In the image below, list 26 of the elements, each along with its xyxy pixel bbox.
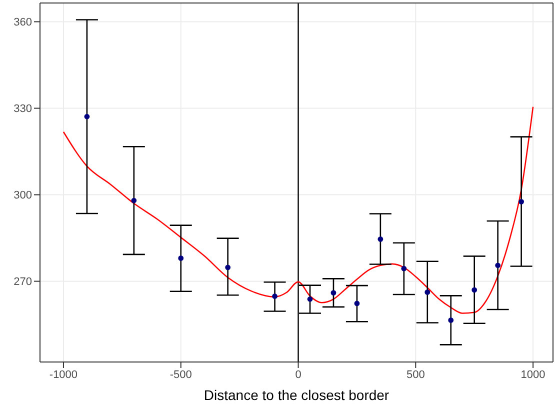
x-tick-label: 1000 <box>520 368 546 381</box>
y-tick-label: 300 <box>14 190 32 202</box>
point <box>178 255 184 261</box>
y-tick-label: 270 <box>14 276 32 288</box>
point <box>401 266 407 272</box>
line-series <box>62 106 534 314</box>
point <box>495 262 501 268</box>
point <box>448 317 454 323</box>
point <box>225 264 231 270</box>
y-tick-label: 360 <box>14 16 32 29</box>
point <box>424 290 430 295</box>
point <box>272 294 278 299</box>
point <box>84 114 90 120</box>
x-tick-label: 0 <box>295 368 302 381</box>
x-axis-title: Distance to the closest border <box>204 387 390 403</box>
point <box>131 198 137 204</box>
x-tick-label: -500 <box>170 368 192 381</box>
x-tick-label: -1000 <box>49 368 78 381</box>
point <box>330 290 336 296</box>
x-tick-label: 500 <box>406 368 425 381</box>
point <box>472 287 478 293</box>
point <box>307 296 313 302</box>
point <box>378 236 384 242</box>
point <box>354 300 360 306</box>
y-tick-label: 330 <box>14 103 32 116</box>
point <box>518 198 524 204</box>
